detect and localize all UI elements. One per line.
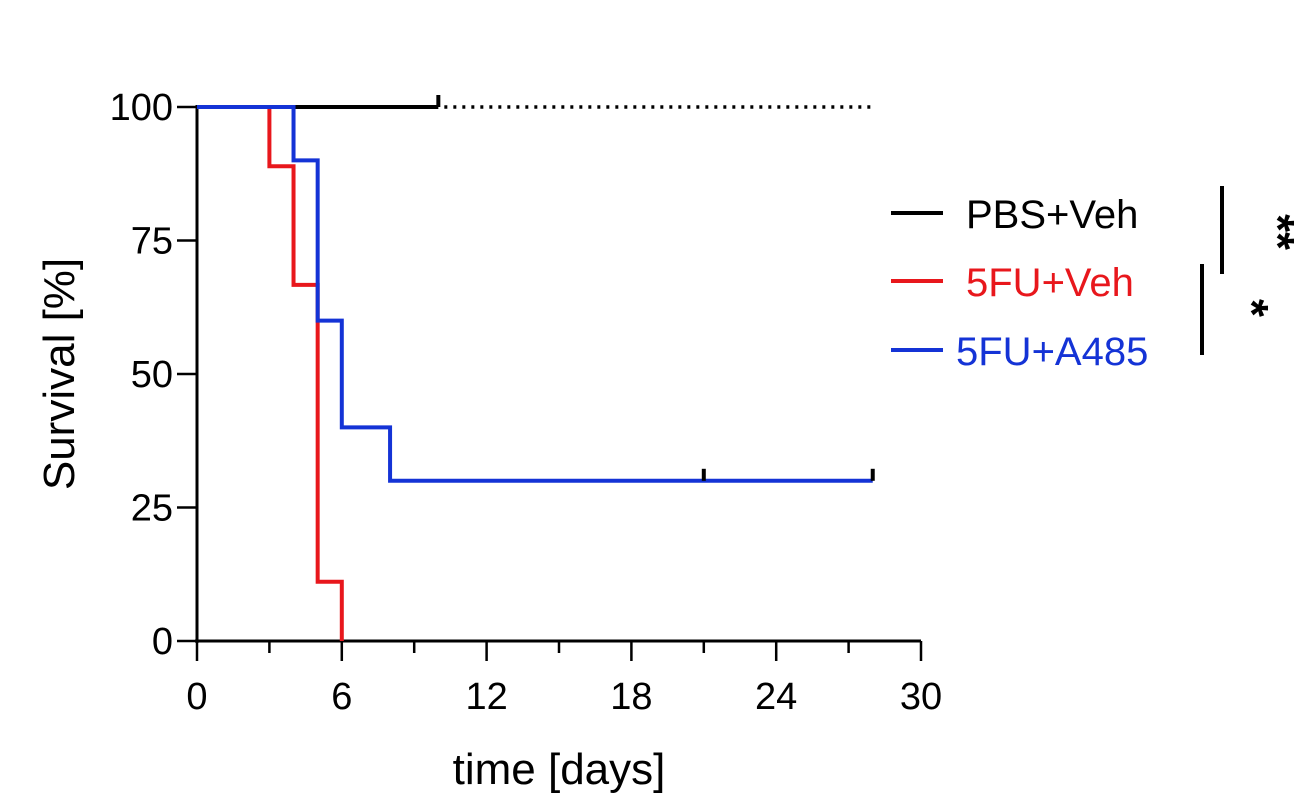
y-tick-label: 100	[110, 87, 173, 129]
x-tick-label: 18	[610, 676, 652, 718]
series-line-1	[197, 105, 344, 641]
significance-label-0: **	[1252, 214, 1304, 250]
y-tick-label: 75	[131, 221, 173, 263]
x-tick-label: 6	[331, 676, 352, 718]
y-tick-label: 50	[131, 354, 173, 396]
x-axis-title: time [days]	[453, 745, 666, 794]
legend-label-1: 5FU+Veh	[966, 261, 1134, 305]
legend: PBS+Veh 5FU+Veh 5FU+A485	[891, 193, 1148, 374]
axes: 0 25 50 75 100 0 6 12 18 24 30 time [days] Survival …	[35, 87, 942, 794]
survival-curves	[197, 95, 875, 641]
significance-brackets: ***	[1200, 186, 1304, 355]
x-tick-label: 12	[465, 676, 507, 718]
x-tick-label: 30	[900, 676, 942, 718]
y-tick-label: 25	[131, 488, 173, 530]
series-line-2	[197, 105, 873, 483]
x-tick-label: 0	[186, 676, 207, 718]
x-tick-label: 24	[755, 676, 797, 718]
significance-label-1: *	[1226, 299, 1278, 317]
legend-label-2: 5FU+A485	[956, 330, 1148, 374]
y-tick-label: 0	[152, 621, 173, 663]
y-axis-title: Survival [%]	[35, 258, 84, 490]
legend-label-0: PBS+Veh	[966, 193, 1138, 237]
